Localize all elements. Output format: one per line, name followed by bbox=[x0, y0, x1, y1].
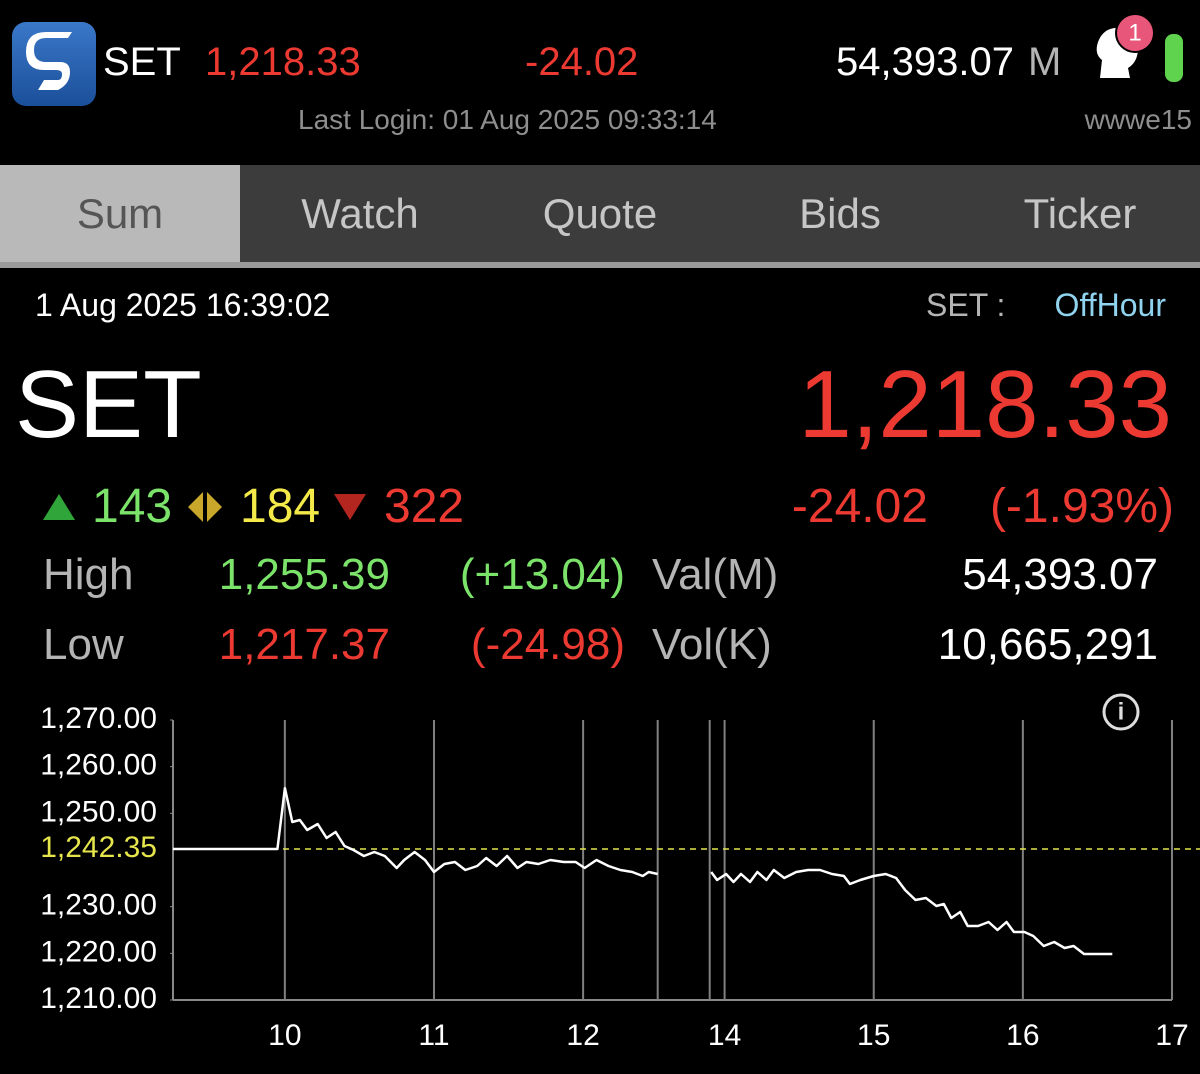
y-tick-label: 1,230.00 bbox=[40, 889, 157, 922]
stat-value: 54,393.07 bbox=[962, 550, 1158, 599]
y-tick-label: 1,250.00 bbox=[40, 795, 157, 828]
market-label: SET : bbox=[926, 287, 1006, 323]
unchanged-arrow bbox=[188, 492, 222, 522]
change: -24.02 bbox=[791, 480, 928, 533]
stat-label: Vol(K) bbox=[652, 620, 772, 669]
y-tick-label: 1,210.00 bbox=[40, 982, 157, 1015]
stat-change: (-24.98) bbox=[470, 620, 625, 669]
x-tick-label: 10 bbox=[268, 1019, 301, 1052]
x-tick-label: 11 bbox=[418, 1019, 449, 1052]
tab[interactable]: Quote bbox=[542, 189, 658, 237]
index-symbol: SET bbox=[15, 351, 202, 458]
tab[interactable]: Ticker bbox=[1023, 189, 1137, 237]
x-tick-label: 17 bbox=[1155, 1019, 1188, 1052]
tab[interactable]: Bids bbox=[799, 189, 881, 237]
index-last: 1,218.33 bbox=[798, 351, 1172, 458]
y-tick-label: 1,260.00 bbox=[40, 749, 157, 782]
stat-label: High bbox=[43, 550, 134, 599]
stat-label: Low bbox=[43, 620, 124, 669]
last-login: Last Login: 01 Aug 2025 09:33:14 bbox=[298, 104, 717, 135]
advances: 143 bbox=[92, 480, 173, 533]
info-icon[interactable] bbox=[1102, 693, 1140, 731]
stat-value: 10,665,291 bbox=[937, 620, 1158, 669]
x-tick-label: 14 bbox=[708, 1019, 741, 1052]
market-status: OffHour bbox=[1054, 287, 1166, 323]
reference-label: 1,242.35 bbox=[40, 831, 157, 864]
down-arrow bbox=[334, 494, 366, 520]
header-value: 54,393.07 bbox=[836, 40, 1014, 84]
header-value-unit: M bbox=[1028, 40, 1062, 84]
info-icon-glyph: i bbox=[1118, 698, 1125, 725]
stat-change: (+13.04) bbox=[459, 550, 625, 599]
header-change: -24.02 bbox=[525, 40, 639, 84]
header-index: 1,218.33 bbox=[205, 40, 361, 84]
tab[interactable]: Sum bbox=[0, 165, 240, 262]
percent-change: (-1.93%) bbox=[989, 480, 1174, 533]
header-symbol: SET bbox=[103, 40, 181, 84]
stat-value: 1,217.37 bbox=[218, 620, 390, 669]
x-tick-label: 15 bbox=[857, 1019, 890, 1052]
x-tick-label: 16 bbox=[1006, 1019, 1039, 1052]
tab[interactable]: Watch bbox=[301, 189, 419, 237]
user-id: wwwe15 bbox=[1084, 104, 1192, 135]
app-logo bbox=[12, 22, 96, 106]
price-line bbox=[173, 786, 1113, 956]
notification-count: 1 bbox=[1128, 19, 1141, 46]
stat-label: Val(M) bbox=[652, 550, 779, 599]
stat-value: 1,255.39 bbox=[218, 550, 390, 599]
x-tick-label: 12 bbox=[566, 1019, 599, 1052]
datetime: 1 Aug 2025 16:39:02 bbox=[35, 287, 331, 323]
intraday-chart: i 1,210.00 1,220.00 1,230.00 1,250.00 1,260.… bbox=[40, 693, 1200, 1052]
unchanged: 184 bbox=[240, 480, 321, 533]
status-indicator bbox=[1165, 34, 1183, 82]
tab-underline bbox=[0, 262, 1200, 268]
y-tick-label: 1,270.00 bbox=[40, 702, 157, 735]
declines: 322 bbox=[384, 480, 465, 533]
y-tick-label: 1,220.00 bbox=[40, 935, 157, 968]
notification-icon[interactable]: 1 bbox=[1090, 8, 1160, 88]
up-arrow bbox=[43, 494, 75, 520]
